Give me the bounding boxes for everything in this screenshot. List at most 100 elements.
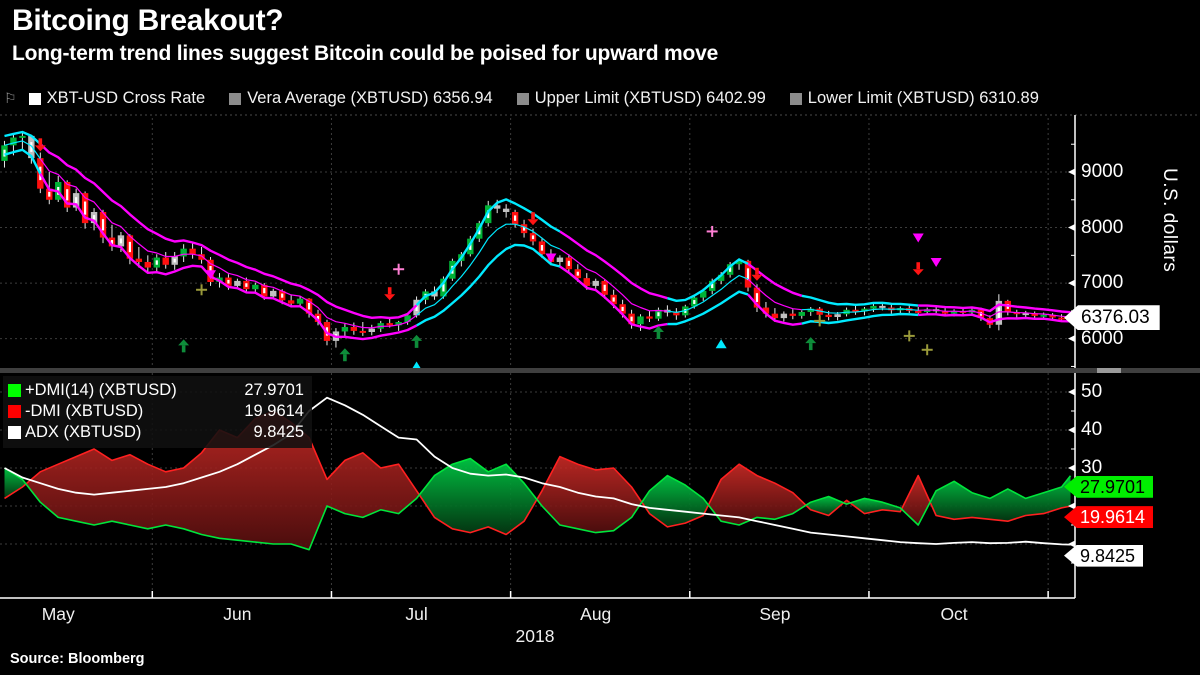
signal-markers [34,138,942,371]
vera-average-line [559,248,668,312]
candle [816,308,823,315]
month-label: Oct [940,604,968,624]
plus-dmi-line [4,457,1072,551]
candle [359,330,367,333]
candle [493,205,501,209]
lower-limit-line [559,265,668,330]
candle [162,257,169,265]
upper-limit-line [667,258,749,302]
legend-item-plus-dmi[interactable]: +DMI(14) (XBTUSD) 27.9701 [8,380,304,401]
panel-resize-handle[interactable] [1097,368,1121,373]
lower-limit-line [39,173,418,341]
legend-item-minus-dmi[interactable]: -DMI (XBTUSD) 19.9614 [8,401,304,422]
plus-dmi-value-badge: 27.9701 [1064,475,1154,498]
legend-item-vera-average[interactable]: Vera Average (XBTUSD) 6356.94 [229,89,493,108]
candle [834,314,841,317]
candle [762,307,770,314]
lower-limit-line [4,148,42,175]
candle [287,300,295,304]
y-tick-label: 7000 [1081,272,1124,294]
candle [368,328,375,332]
legend-item-cross-rate[interactable]: XBT-USD Cross Rate [28,89,205,108]
candle [1031,313,1038,316]
candle [180,248,187,257]
candle [1040,314,1047,317]
minus-dmi-area [26,411,420,550]
month-label: Jun [223,604,252,624]
y-axis-title: U.S. dollars [1159,168,1180,273]
candle [646,316,653,319]
triangle-down-icon [205,270,217,280]
vera-average-line [801,308,919,314]
month-label: Sep [759,604,791,624]
vera-average-line [747,278,802,311]
minus-dmi-area [708,464,806,525]
month-label: Aug [580,604,612,624]
candle [341,326,349,332]
series-swatch-icon [516,92,529,105]
legend-item-label: Lower Limit (XBTUSD) 6310.89 [807,89,1039,107]
legend-item-upper-limit[interactable]: Upper Limit (XBTUSD) 6402.99 [516,89,766,108]
plus-dmi-area [930,475,1071,522]
candle [135,258,143,262]
candle [144,261,152,268]
candle [807,308,814,312]
buy-arrow-icon [652,325,664,332]
candle [915,310,922,313]
panel-divider [0,368,1200,373]
buy-arrow-icon [178,339,190,346]
y-tick-label: 30 [1081,457,1103,478]
series-swatch-icon [229,92,242,105]
legend-item-lower-limit[interactable]: Lower Limit (XBTUSD) 6310.89 [789,89,1039,108]
candle [296,298,304,304]
candle [852,309,859,312]
candle [879,305,886,308]
candle [700,290,707,298]
source-credit: Source: Bloomberg [10,651,145,667]
upper-limit-line [559,230,668,300]
sell-arrow-icon [751,274,763,281]
buy-arrow-icon [805,337,817,344]
sell-arrow-icon [384,294,396,301]
page-title: Bitcoing Breakout? [12,4,284,37]
candle [771,313,779,319]
candle [386,323,393,326]
series-swatch-icon [28,92,41,105]
last-price-badge: 6376.03 [1064,305,1160,331]
upper-limit-line [4,130,42,145]
candle [673,312,680,316]
candle [404,315,411,322]
legend-item-label: -DMI (XBTUSD) [25,402,144,420]
candle [861,308,868,312]
upper-limit-line [415,198,561,307]
candle [592,280,599,286]
series-swatch-icon [789,92,802,105]
triangle-up-icon [715,339,727,349]
y-tick-label: 8000 [1081,216,1124,238]
y-tick-label: 6000 [1081,327,1124,349]
series-swatch-icon [8,384,21,397]
candle [556,257,564,262]
minus-dmi-value-badge: 19.9614 [1064,506,1154,529]
trend-band [4,130,1071,341]
triangle-down-icon [930,257,942,267]
plus-dmi-area [419,458,537,535]
upper-limit-line [801,294,919,307]
candle [870,305,877,309]
candle [950,310,958,314]
legend-item-adx[interactable]: ADX (XBTUSD) 9.8425 [8,422,304,443]
candle [1049,314,1056,318]
lower-limit-line [415,243,561,327]
buy-arrow-icon [339,348,351,355]
y-tick-label: 50 [1081,381,1103,402]
candle [1058,317,1065,320]
vera-average-line [39,158,417,329]
dmi-panel [4,396,1072,551]
vera-average-line [667,274,749,313]
candle [502,208,510,212]
legend-flag-icon[interactable]: ⚐ [4,90,17,106]
candle [10,137,17,146]
legend-item-label: ADX (XBTUSD) [25,423,142,441]
